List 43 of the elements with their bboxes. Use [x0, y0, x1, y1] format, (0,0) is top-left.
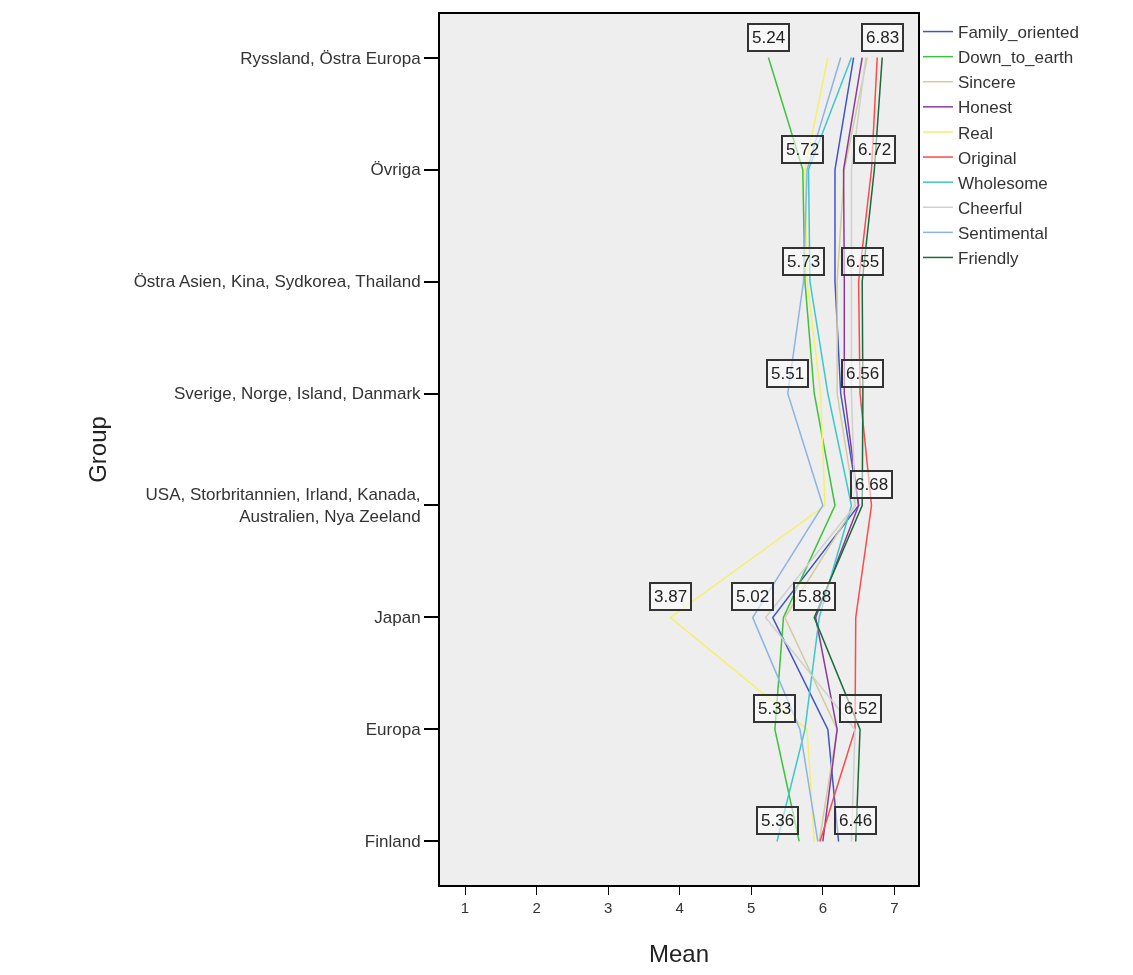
legend-label: Family_oriented: [958, 23, 1079, 43]
x-tick-label: 2: [532, 899, 541, 916]
legend-label: Sincere: [958, 73, 1016, 93]
y-tick-label: Europa: [365, 720, 422, 740]
data-label: 6.56: [846, 364, 880, 383]
x-tick-label: 4: [675, 899, 684, 916]
y-tick-label: Övriga: [370, 160, 422, 180]
y-tick-label: Sverige, Norge, Island, Danmark: [173, 384, 422, 404]
x-axis-title: Mean: [648, 939, 710, 967]
data-label: 5.88: [798, 587, 832, 606]
data-label: 6.52: [844, 699, 878, 718]
data-label: 6.72: [858, 140, 892, 159]
legend-label: Friendly: [958, 249, 1019, 269]
legend-label: Honest: [958, 98, 1013, 118]
y-tick-label: Ryssland, Östra Europa: [240, 48, 422, 68]
x-tick-label: 6: [818, 899, 827, 916]
data-label: 5.73: [787, 252, 821, 271]
x-tick-label: 5: [747, 899, 756, 916]
legend-label: Wholesome: [958, 173, 1048, 193]
data-label: 6.83: [866, 28, 900, 47]
legend-label: Real: [958, 123, 993, 143]
data-label: 5.72: [786, 140, 820, 159]
y-tick-label: Östra Asien, Kina, Sydkorea, Thailand: [133, 272, 421, 292]
data-label: 5.24: [752, 28, 786, 47]
x-tick-label: 3: [603, 899, 613, 916]
x-tick-label: 7: [890, 899, 899, 916]
legend-label: Original: [958, 148, 1017, 168]
data-label: 3.87: [654, 587, 688, 606]
y-tick-label: Japan: [374, 608, 421, 628]
data-label: 5.51: [771, 364, 805, 383]
data-label: 5.36: [761, 811, 795, 830]
legend-label: Down_to_earth: [958, 48, 1074, 68]
data-label: 6.46: [839, 811, 873, 830]
y-tick-label: USA, Storbritannien, Irland, Kanada, Australien, Nya Zeeland: [145, 485, 421, 527]
y-axis-title: Group: [84, 416, 112, 483]
legend-label: Cheerful: [958, 198, 1023, 218]
legend-label: Sentimental: [958, 223, 1048, 243]
x-tick-label: 1: [460, 899, 470, 916]
data-label: 5.02: [736, 587, 770, 606]
data-label: 5.33: [758, 699, 792, 718]
data-label: 6.55: [846, 252, 880, 271]
y-tick-label: Finland: [364, 832, 421, 852]
data-label: 6.68: [855, 475, 889, 494]
